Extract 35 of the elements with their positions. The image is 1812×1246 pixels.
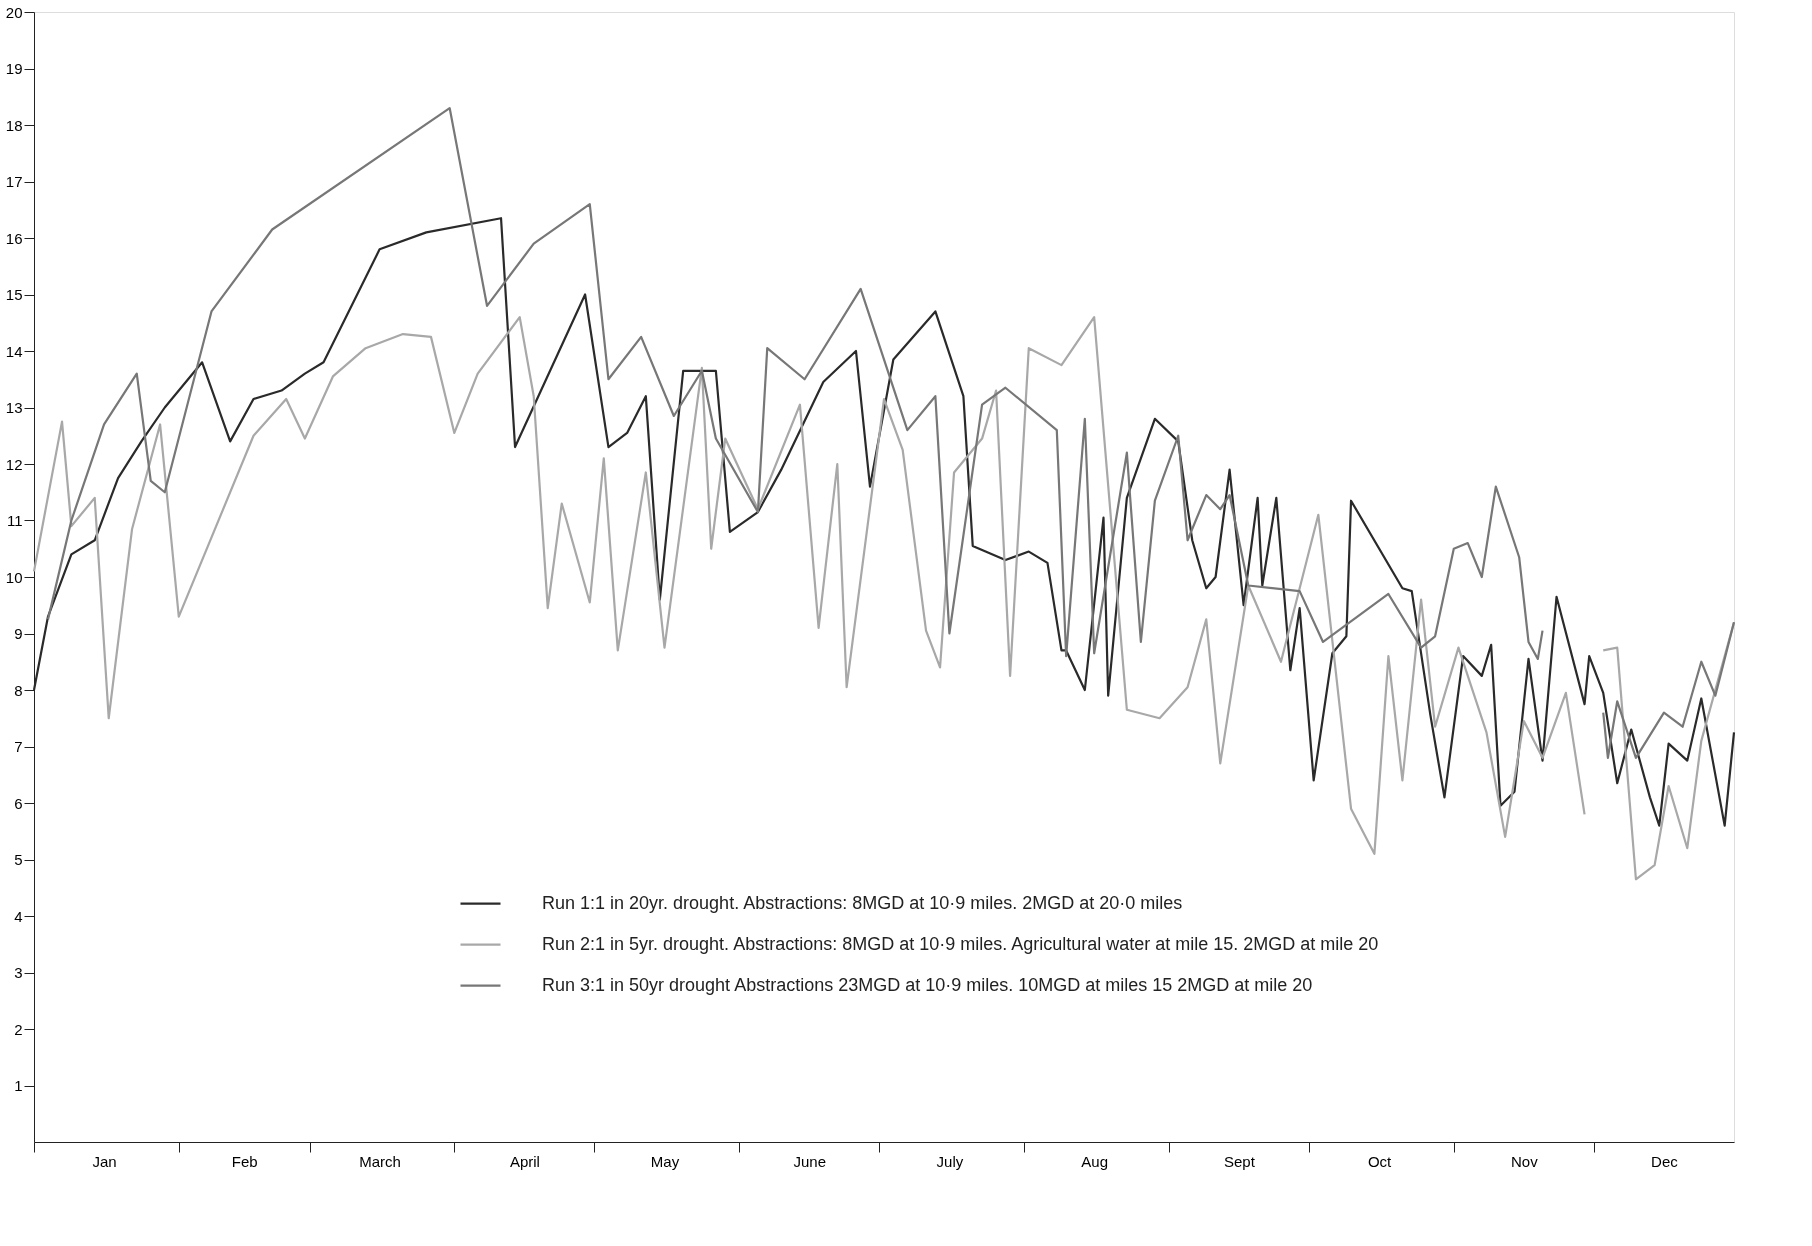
y-tick-label: 3 bbox=[14, 964, 23, 981]
y-tick-label: 6 bbox=[14, 794, 23, 812]
x-tick-label: Nov bbox=[1510, 1152, 1539, 1170]
x-tick-label: July bbox=[936, 1152, 964, 1170]
x-tick-label: Dec bbox=[1651, 1152, 1679, 1170]
y-tick-label: 10 bbox=[5, 568, 23, 586]
y-tick-label: 16 bbox=[5, 229, 23, 247]
x-tick-label: April bbox=[509, 1152, 540, 1170]
y-tick-label: 20 bbox=[5, 3, 23, 21]
x-tick-label: May bbox=[650, 1152, 680, 1170]
y-tick-label: 13 bbox=[5, 399, 23, 416]
y-tick-label: 4 bbox=[14, 907, 23, 925]
y-tick-label: 15 bbox=[5, 286, 23, 303]
y-tick-label: 19 bbox=[5, 60, 23, 77]
legend-label: Run 3:1 in 50yr drought Abstractions 23MGD at 10·9 miles. 10MGD at miles 15 2MGD at mile 20 bbox=[542, 974, 1313, 995]
y-tick-label: 1 bbox=[14, 1077, 23, 1094]
x-tick-label: March bbox=[359, 1152, 401, 1170]
x-tick-label: Oct bbox=[1367, 1152, 1393, 1170]
x-tick-label: Feb bbox=[231, 1152, 258, 1170]
legend-label: Run 1:1 in 20yr. drought. Abstractions: 8MGD at 10·9 miles. 2MGD at 20·0 miles bbox=[542, 892, 1183, 913]
y-tick-label: 14 bbox=[5, 342, 23, 360]
x-tick-label: June bbox=[793, 1152, 827, 1170]
y-tick-label: 12 bbox=[5, 455, 23, 473]
y-tick-label: 17 bbox=[5, 173, 23, 190]
y-tick-label: 7 bbox=[14, 738, 23, 755]
y-tick-label: 18 bbox=[5, 116, 23, 134]
y-tick-label: 11 bbox=[6, 512, 23, 529]
y-tick-label: 5 bbox=[14, 851, 23, 868]
y-tick-label: 9 bbox=[14, 625, 23, 642]
x-tick-label: Aug bbox=[1081, 1152, 1109, 1170]
x-tick-label: Sept bbox=[1224, 1152, 1256, 1170]
x-tick-label: Jan bbox=[92, 1152, 117, 1170]
legend-label: Run 2:1 in 5yr. drought. Abstractions: 8MGD at 10·9 miles. Agricultural water at mile 15. 2MGD at mile 20 bbox=[542, 933, 1379, 954]
y-tick-label: 8 bbox=[14, 681, 23, 699]
y-tick-label: 2 bbox=[14, 1020, 23, 1038]
